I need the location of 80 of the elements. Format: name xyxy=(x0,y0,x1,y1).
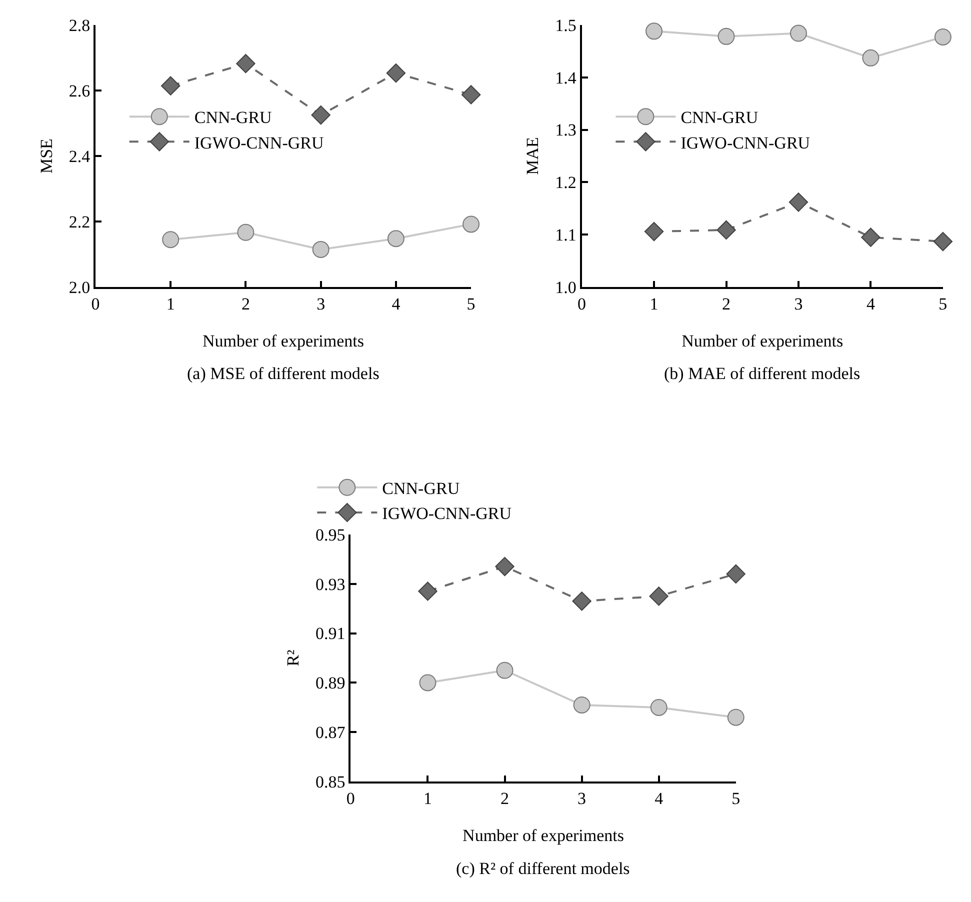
x-tick-label: 1 xyxy=(166,294,175,314)
y-tick-label: 2.0 xyxy=(68,278,90,298)
point xyxy=(573,696,590,714)
point xyxy=(461,85,481,104)
point xyxy=(236,54,256,74)
legend-label: CNN-GRU xyxy=(680,108,758,128)
point xyxy=(418,582,438,601)
legend-label: CNN-GRU xyxy=(194,108,272,128)
point xyxy=(386,63,406,83)
x-axis-title: Number of experiments xyxy=(462,826,624,845)
y-tick-label: 1.4 xyxy=(555,68,577,88)
x-tick-label: 0 xyxy=(91,294,100,314)
y-tick-label: 1.5 xyxy=(555,16,576,35)
point xyxy=(934,28,952,46)
x-tick-label: 4 xyxy=(866,294,876,314)
y-tick-label: 0.89 xyxy=(316,674,346,693)
point xyxy=(727,708,744,726)
y-tick-label: 1.0 xyxy=(555,278,576,298)
x-tick-label: 3 xyxy=(316,294,326,314)
text: (a) MSE of different models xyxy=(187,364,380,383)
legend-label: IGWO-CNN-GRU xyxy=(194,133,324,152)
legend-label: IGWO-CNN-GRU xyxy=(382,504,512,524)
point xyxy=(311,105,330,125)
point xyxy=(862,49,880,66)
point xyxy=(462,216,480,233)
x-tick-label: 5 xyxy=(732,789,740,808)
x-tick-label: 0 xyxy=(346,789,355,808)
point xyxy=(726,564,746,584)
y-tick-label: 2.4 xyxy=(68,146,91,166)
x-tick-label: 4 xyxy=(654,789,664,808)
x-tick-label: 1 xyxy=(423,789,432,808)
y-tick-label: 0.87 xyxy=(316,723,346,742)
point xyxy=(495,556,514,576)
point xyxy=(790,24,807,42)
point xyxy=(419,674,436,692)
y-tick-label: 1.1 xyxy=(555,226,576,245)
y-tick-label: 2.2 xyxy=(68,212,90,232)
x-axis-title: Number of experiments xyxy=(682,331,844,350)
point xyxy=(933,232,953,252)
point xyxy=(646,22,663,40)
point xyxy=(237,224,254,241)
y-tick-label: 1.2 xyxy=(555,173,576,192)
x-tick-label: 1 xyxy=(650,294,658,314)
y-axis-title: MAE xyxy=(523,137,542,175)
x-tick-label: 2 xyxy=(500,789,510,808)
x-tick-label: 5 xyxy=(466,294,476,314)
legend-label: IGWO-CNN-GRU xyxy=(680,133,810,152)
x-tick-label: 4 xyxy=(392,294,401,314)
text: (b) MAE of different models xyxy=(664,364,860,383)
point xyxy=(387,230,404,248)
x-tick-label: 2 xyxy=(722,294,730,314)
point xyxy=(572,592,592,611)
point xyxy=(718,28,735,45)
point xyxy=(788,192,808,212)
y-axis-title: R² xyxy=(284,650,303,666)
point xyxy=(162,231,180,248)
point xyxy=(644,222,664,242)
point xyxy=(160,76,180,96)
x-axis-title: Number of experiments xyxy=(202,331,364,350)
y-tick-label: 0.91 xyxy=(316,624,346,644)
y-tick-label: 0.93 xyxy=(316,574,346,594)
point xyxy=(496,662,514,679)
y-tick-label: 1.3 xyxy=(555,120,576,140)
point xyxy=(649,586,668,606)
y-axis-title: MSE xyxy=(36,138,56,174)
x-tick-label: 3 xyxy=(578,789,586,808)
y-tick-label: 0.95 xyxy=(316,525,346,544)
point xyxy=(861,228,880,247)
x-tick-label: 2 xyxy=(241,294,250,314)
legend-label: CNN-GRU xyxy=(382,479,460,498)
point xyxy=(716,220,736,240)
x-tick-label: 0 xyxy=(578,294,586,314)
x-tick-label: 5 xyxy=(938,294,948,314)
y-tick-label: 2.8 xyxy=(68,16,90,35)
y-tick-label: 0.85 xyxy=(316,772,346,792)
point xyxy=(312,240,330,258)
text: (c) R² of different models xyxy=(456,859,630,878)
point xyxy=(650,698,668,716)
x-tick-label: 3 xyxy=(794,294,803,314)
y-tick-label: 2.6 xyxy=(68,81,90,100)
